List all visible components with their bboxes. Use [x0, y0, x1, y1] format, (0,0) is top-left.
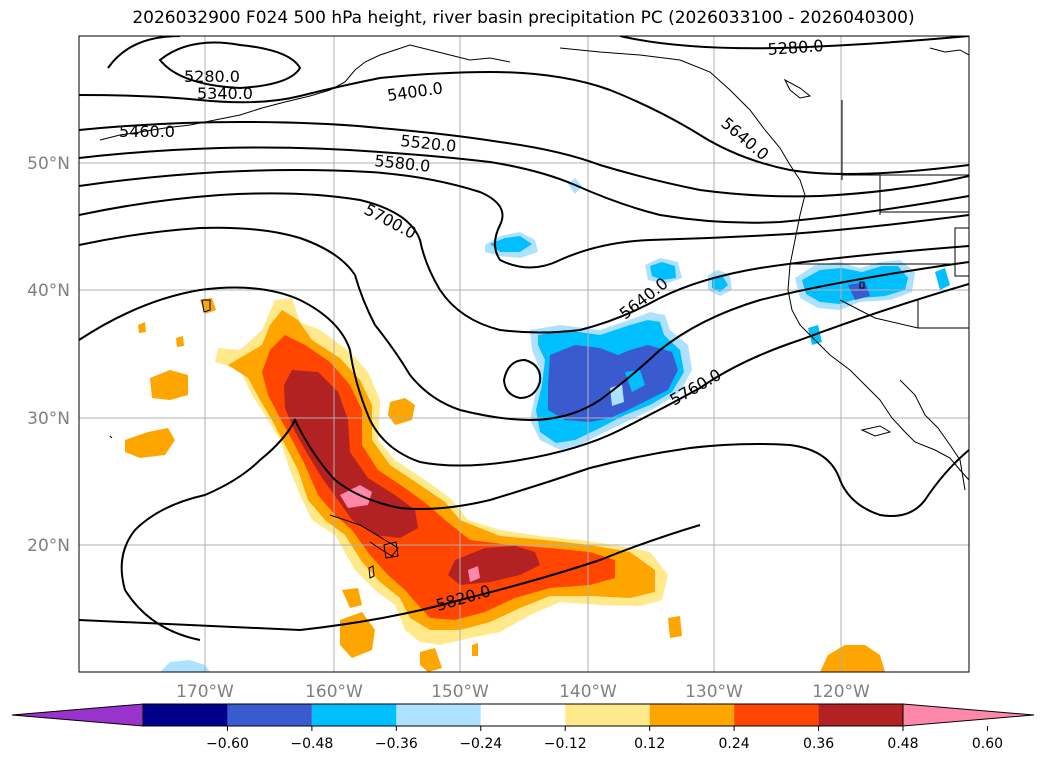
- colorbar-frame: [142, 703, 904, 727]
- colorbar-tick-label: 0.60: [972, 736, 1003, 752]
- colorbar-segment: [396, 704, 481, 726]
- colorbar-tick-label: −0.24: [459, 736, 502, 752]
- contour-label: 5340.0: [197, 84, 253, 103]
- lon-label: 170°W: [176, 682, 234, 702]
- map-title: 2026032900 F024 500 hPa height, river ba…: [132, 8, 915, 28]
- colorbar-segment: [311, 704, 397, 726]
- colorbar-extend-high: [902, 703, 1035, 727]
- colorbar-tick-label: −0.48: [290, 736, 333, 752]
- colorbar-segment: [649, 704, 735, 726]
- lat-label: 50°N: [27, 154, 70, 174]
- contour-label: 5280.0: [184, 67, 240, 86]
- height-contours: [79, 36, 969, 641]
- colorbar-extend-low: [11, 703, 144, 727]
- lat-label: 40°N: [27, 281, 70, 301]
- colorbar-tick-label: −0.60: [206, 736, 249, 752]
- coastlines: [99, 44, 969, 579]
- map-frame: [78, 35, 970, 673]
- lon-label: 130°W: [685, 682, 743, 702]
- colorbar-tick-label: 0.12: [634, 736, 665, 752]
- longitude-labels: 170°W 160°W 150°W 140°W 130°W 120°W: [176, 682, 870, 702]
- colorbar-segment: [565, 704, 650, 726]
- colorbar-segment: [818, 704, 903, 726]
- lon-label: 120°W: [812, 682, 870, 702]
- lat-label: 20°N: [27, 536, 70, 556]
- latitude-labels: 50°N 40°N 30°N 20°N: [27, 154, 70, 556]
- contour-label: 5460.0: [119, 122, 175, 141]
- colorbar-segment: [143, 704, 228, 726]
- lon-label: 150°W: [431, 682, 489, 702]
- colorbar-segment: [227, 704, 312, 726]
- lon-label: 140°W: [559, 682, 617, 702]
- colorbar-segment: [734, 704, 819, 726]
- colorbar-tick-label: 0.24: [719, 736, 750, 752]
- colorbar-tick-label: 0.48: [887, 736, 918, 752]
- colorbar-segment: [480, 704, 566, 726]
- colorbar-tick-label: 0.36: [803, 736, 834, 752]
- colorbar-tick-label: −0.12: [544, 736, 587, 752]
- precip-negative-shading: [160, 178, 950, 672]
- lat-label: 30°N: [27, 409, 70, 429]
- contour-label: 5280.0: [767, 36, 824, 59]
- colorbar-tick-label: −0.36: [375, 736, 418, 752]
- colorbar: −0.60 −0.48 −0.36 −0.24 −0.12 0.12 0.24 0.36 0.4…: [11, 703, 1035, 752]
- lon-label: 160°W: [305, 682, 363, 702]
- precip-positive-shading: [125, 298, 885, 672]
